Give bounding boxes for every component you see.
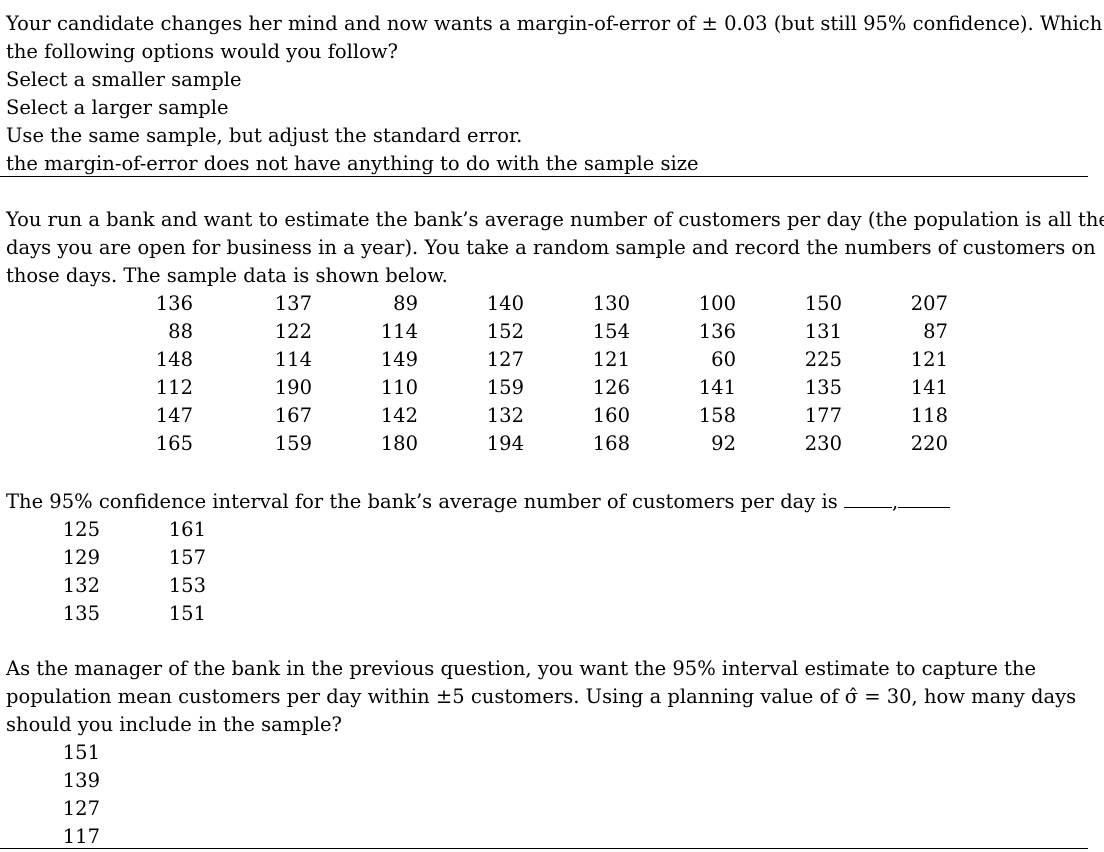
data-cell: 154 — [592, 320, 630, 343]
data-cell: 194 — [486, 432, 524, 455]
data-cell: 118 — [910, 404, 948, 427]
data-cell: 168 — [592, 432, 630, 455]
data-cell: 141 — [910, 376, 948, 399]
q3-option-139[interactable]: 139 — [62, 769, 100, 792]
data-cell: 158 — [698, 404, 736, 427]
data-cell: 110 — [380, 376, 418, 399]
q2-option-b-upper[interactable]: 157 — [168, 546, 206, 569]
data-cell: 190 — [274, 376, 312, 399]
data-cell: 220 — [910, 432, 948, 455]
data-cell: 127 — [486, 348, 524, 371]
data-cell: 177 — [804, 404, 842, 427]
data-cell: 152 — [486, 320, 524, 343]
q2-option-c-lower[interactable]: 132 — [62, 574, 100, 597]
q2-prompt-text: The 95% confidence interval for the bank… — [6, 490, 838, 513]
data-cell: 140 — [486, 292, 524, 315]
q3-question-line-2: population mean customers per day within… — [6, 685, 1077, 708]
data-cell: 132 — [486, 404, 524, 427]
data-cell: 137 — [274, 292, 312, 315]
data-cell: 159 — [274, 432, 312, 455]
interval-separator: , — [891, 490, 899, 513]
data-cell: 167 — [274, 404, 312, 427]
q2-option-a-upper[interactable]: 161 — [168, 518, 206, 541]
q2-option-b-lower[interactable]: 129 — [62, 546, 100, 569]
data-cell: 149 — [380, 348, 418, 371]
data-cell: 112 — [155, 376, 193, 399]
data-cell: 230 — [804, 432, 842, 455]
data-cell: 225 — [804, 348, 842, 371]
data-cell: 88 — [168, 320, 193, 343]
data-cell: 142 — [380, 404, 418, 427]
data-cell: 147 — [155, 404, 193, 427]
q2-intro-line-2: days you are open for business in a year… — [6, 236, 1096, 259]
q3-question-line-1: As the manager of the bank in the previo… — [6, 657, 1036, 680]
q1-question-line-1: Your candidate changes her mind and now … — [6, 12, 1104, 35]
q2-option-d-lower[interactable]: 135 — [62, 602, 100, 625]
data-cell: 131 — [804, 320, 842, 343]
data-cell: 136 — [698, 320, 736, 343]
data-cell: 150 — [804, 292, 842, 315]
data-cell: 126 — [592, 376, 630, 399]
q2-option-c-upper[interactable]: 153 — [168, 574, 206, 597]
bottom-divider — [0, 848, 1088, 849]
section-divider — [0, 176, 1088, 177]
data-cell: 121 — [592, 348, 630, 371]
data-cell: 141 — [698, 376, 736, 399]
data-cell: 122 — [274, 320, 312, 343]
q1-option-adjust-standard-error[interactable]: Use the same sample, but adjust the stan… — [6, 124, 523, 147]
data-cell: 100 — [698, 292, 736, 315]
q3-option-127[interactable]: 127 — [62, 797, 100, 820]
data-cell: 121 — [910, 348, 948, 371]
data-cell: 89 — [393, 292, 418, 315]
q2-option-d-upper[interactable]: 151 — [168, 602, 206, 625]
data-cell: 165 — [155, 432, 193, 455]
q2-intro-line-3: those days. The sample data is shown bel… — [6, 264, 448, 287]
q1-question-line-2: the following options would you follow? — [6, 40, 399, 63]
data-cell: 114 — [380, 320, 418, 343]
data-cell: 148 — [155, 348, 193, 371]
q2-option-a-lower[interactable]: 125 — [62, 518, 100, 541]
data-cell: 135 — [804, 376, 842, 399]
q1-option-smaller-sample[interactable]: Select a smaller sample — [6, 68, 242, 91]
data-cell: 160 — [592, 404, 630, 427]
data-cell: 159 — [486, 376, 524, 399]
data-cell: 60 — [711, 348, 736, 371]
data-cell: 92 — [711, 432, 736, 455]
data-cell: 207 — [910, 292, 948, 315]
interval-lower-blank — [843, 507, 892, 508]
q2-prompt: The 95% confidence interval for the bank… — [6, 488, 951, 516]
data-cell: 130 — [592, 292, 630, 315]
data-cell: 136 — [155, 292, 193, 315]
data-cell: 180 — [380, 432, 418, 455]
q3-option-151[interactable]: 151 — [62, 741, 100, 764]
q1-option-larger-sample[interactable]: Select a larger sample — [6, 96, 229, 119]
data-cell: 87 — [923, 320, 948, 343]
interval-upper-blank — [898, 507, 951, 508]
q3-option-117[interactable]: 117 — [62, 825, 100, 848]
q2-intro-line-1: You run a bank and want to estimate the … — [6, 208, 1104, 231]
q3-question-line-3: should you include in the sample? — [6, 713, 342, 736]
data-cell: 114 — [274, 348, 312, 371]
q1-option-no-relation[interactable]: the margin-of-error does not have anythi… — [6, 152, 699, 175]
